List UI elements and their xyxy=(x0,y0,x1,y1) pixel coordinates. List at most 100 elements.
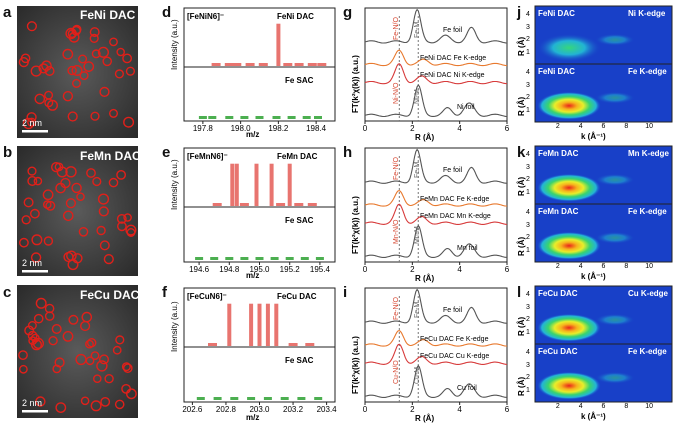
tick-label: 4 xyxy=(526,209,530,216)
atom-circle xyxy=(30,333,40,343)
atom-circles xyxy=(18,21,137,413)
atom-circle xyxy=(123,363,133,374)
tick-label: 10 xyxy=(645,403,654,410)
exafs-curve xyxy=(364,224,508,258)
peak-bar-green xyxy=(314,397,323,400)
tick-label: 2 xyxy=(410,265,415,274)
peak-bar xyxy=(294,63,304,66)
xlabel: k (Å⁻¹) xyxy=(581,272,606,281)
exafs-curve xyxy=(364,190,508,207)
ylabel: R (Å) xyxy=(517,176,526,196)
tick-label: 198.0 xyxy=(230,124,251,133)
atom-circle xyxy=(67,65,77,76)
peak-bar-green xyxy=(297,397,306,400)
scale-bar-a xyxy=(22,130,48,133)
atom-circle xyxy=(18,364,28,374)
tick-label: 10 xyxy=(645,123,654,130)
xlabel: R (Å) xyxy=(415,133,435,142)
wavelet-edge: Fe K-edge xyxy=(628,67,667,76)
atom-circle xyxy=(99,240,110,251)
peak-bar-green xyxy=(315,257,324,260)
tick-label: 8 xyxy=(624,263,629,270)
tick-label: 1 xyxy=(526,246,530,254)
panel-letter-k: k xyxy=(517,144,526,161)
peak-bar xyxy=(305,343,315,346)
scale-label-b: 2 nm xyxy=(22,258,43,268)
peak-bar xyxy=(276,203,286,206)
tick-label: 2 xyxy=(526,234,530,241)
curve-label: Fe foil xyxy=(443,26,463,34)
atom-circle xyxy=(122,53,133,64)
tick-label: 194.6 xyxy=(189,265,210,274)
atom-circle xyxy=(108,177,119,188)
exafs-curve xyxy=(364,288,508,324)
atom-circle xyxy=(33,176,43,186)
atom-circle xyxy=(38,63,49,74)
atom-circle xyxy=(96,360,108,372)
peak-bar-green xyxy=(302,116,311,119)
curve-label: FeNi DAC Ni K-edge xyxy=(420,72,485,80)
xlabel-e: m/z xyxy=(246,271,260,280)
peak-bar-green xyxy=(225,257,234,260)
wavelet-sample: FeMn DAC xyxy=(538,149,579,158)
peak-bar-green xyxy=(196,397,205,400)
formula-d: [FeNiN6]⁻ xyxy=(187,12,225,21)
tick-label: 2 xyxy=(555,263,560,270)
tick-label: 198.4 xyxy=(306,124,327,133)
tick-label: 4 xyxy=(578,403,583,410)
atom-circle xyxy=(31,234,43,246)
tick-label: 3 xyxy=(526,361,530,369)
xlabel: k (Å⁻¹) xyxy=(581,132,606,141)
atom-circle xyxy=(108,108,118,118)
tick-label: 2 xyxy=(526,36,530,43)
wavelet-edge: Ni K-edge xyxy=(628,9,666,18)
ylabel: R (Å) xyxy=(517,236,526,256)
curve-label: FeCu DAC Cu K-edge xyxy=(420,352,490,360)
exafs-i xyxy=(364,287,508,405)
peak-bar-green xyxy=(208,116,217,119)
atom-circle xyxy=(89,27,100,38)
atom-circle xyxy=(90,400,102,412)
atom-circle xyxy=(109,37,118,47)
wavelet-lobe xyxy=(537,33,601,62)
atom-circle xyxy=(35,396,46,407)
panel-letter-c: c xyxy=(3,284,12,301)
atom-circle xyxy=(117,221,127,232)
atom-circle xyxy=(75,353,87,366)
atom-circle xyxy=(41,60,52,71)
top-label-f: FeCu DAC xyxy=(277,292,317,301)
atom-circle xyxy=(125,66,135,76)
atom-circle xyxy=(35,297,47,309)
peak-bar xyxy=(307,63,317,66)
tick-label: 4 xyxy=(578,123,583,130)
curve-label: FeMn DAC Fe K-edge xyxy=(420,195,490,203)
peak-bar xyxy=(257,303,262,346)
tick-label: 3 xyxy=(526,23,530,31)
ylabel: R (Å) xyxy=(517,36,526,56)
peak-bar xyxy=(227,303,232,346)
tick-label: 195.4 xyxy=(309,265,330,274)
tick-label: 8 xyxy=(624,123,629,130)
wavelet-lobe xyxy=(595,313,635,326)
tick-label: 202.6 xyxy=(182,405,203,414)
atom-circle xyxy=(28,336,38,346)
peak-bar xyxy=(288,343,298,346)
panel-letter-j: j xyxy=(517,4,522,21)
xlabel: k (Å⁻¹) xyxy=(581,412,606,421)
ylabel: R (Å) xyxy=(517,96,526,116)
atom-circle xyxy=(115,335,125,345)
curve-label: FeCu DAC Fe K-edge xyxy=(420,335,489,343)
tick-label: 4 xyxy=(526,349,530,356)
atom-circle xyxy=(50,162,62,173)
atom-circle xyxy=(22,117,35,130)
peak-bar xyxy=(274,303,279,346)
atom-circle xyxy=(78,54,88,64)
top-label-d: FeNi DAC xyxy=(277,12,314,21)
peak-bar xyxy=(265,303,270,346)
atom-circle xyxy=(114,69,125,79)
tick-label: 198.2 xyxy=(268,124,289,133)
atom-circle xyxy=(24,325,35,336)
exafs-curve xyxy=(364,148,508,184)
atom-circle xyxy=(18,350,28,360)
atom-circle xyxy=(100,396,111,407)
